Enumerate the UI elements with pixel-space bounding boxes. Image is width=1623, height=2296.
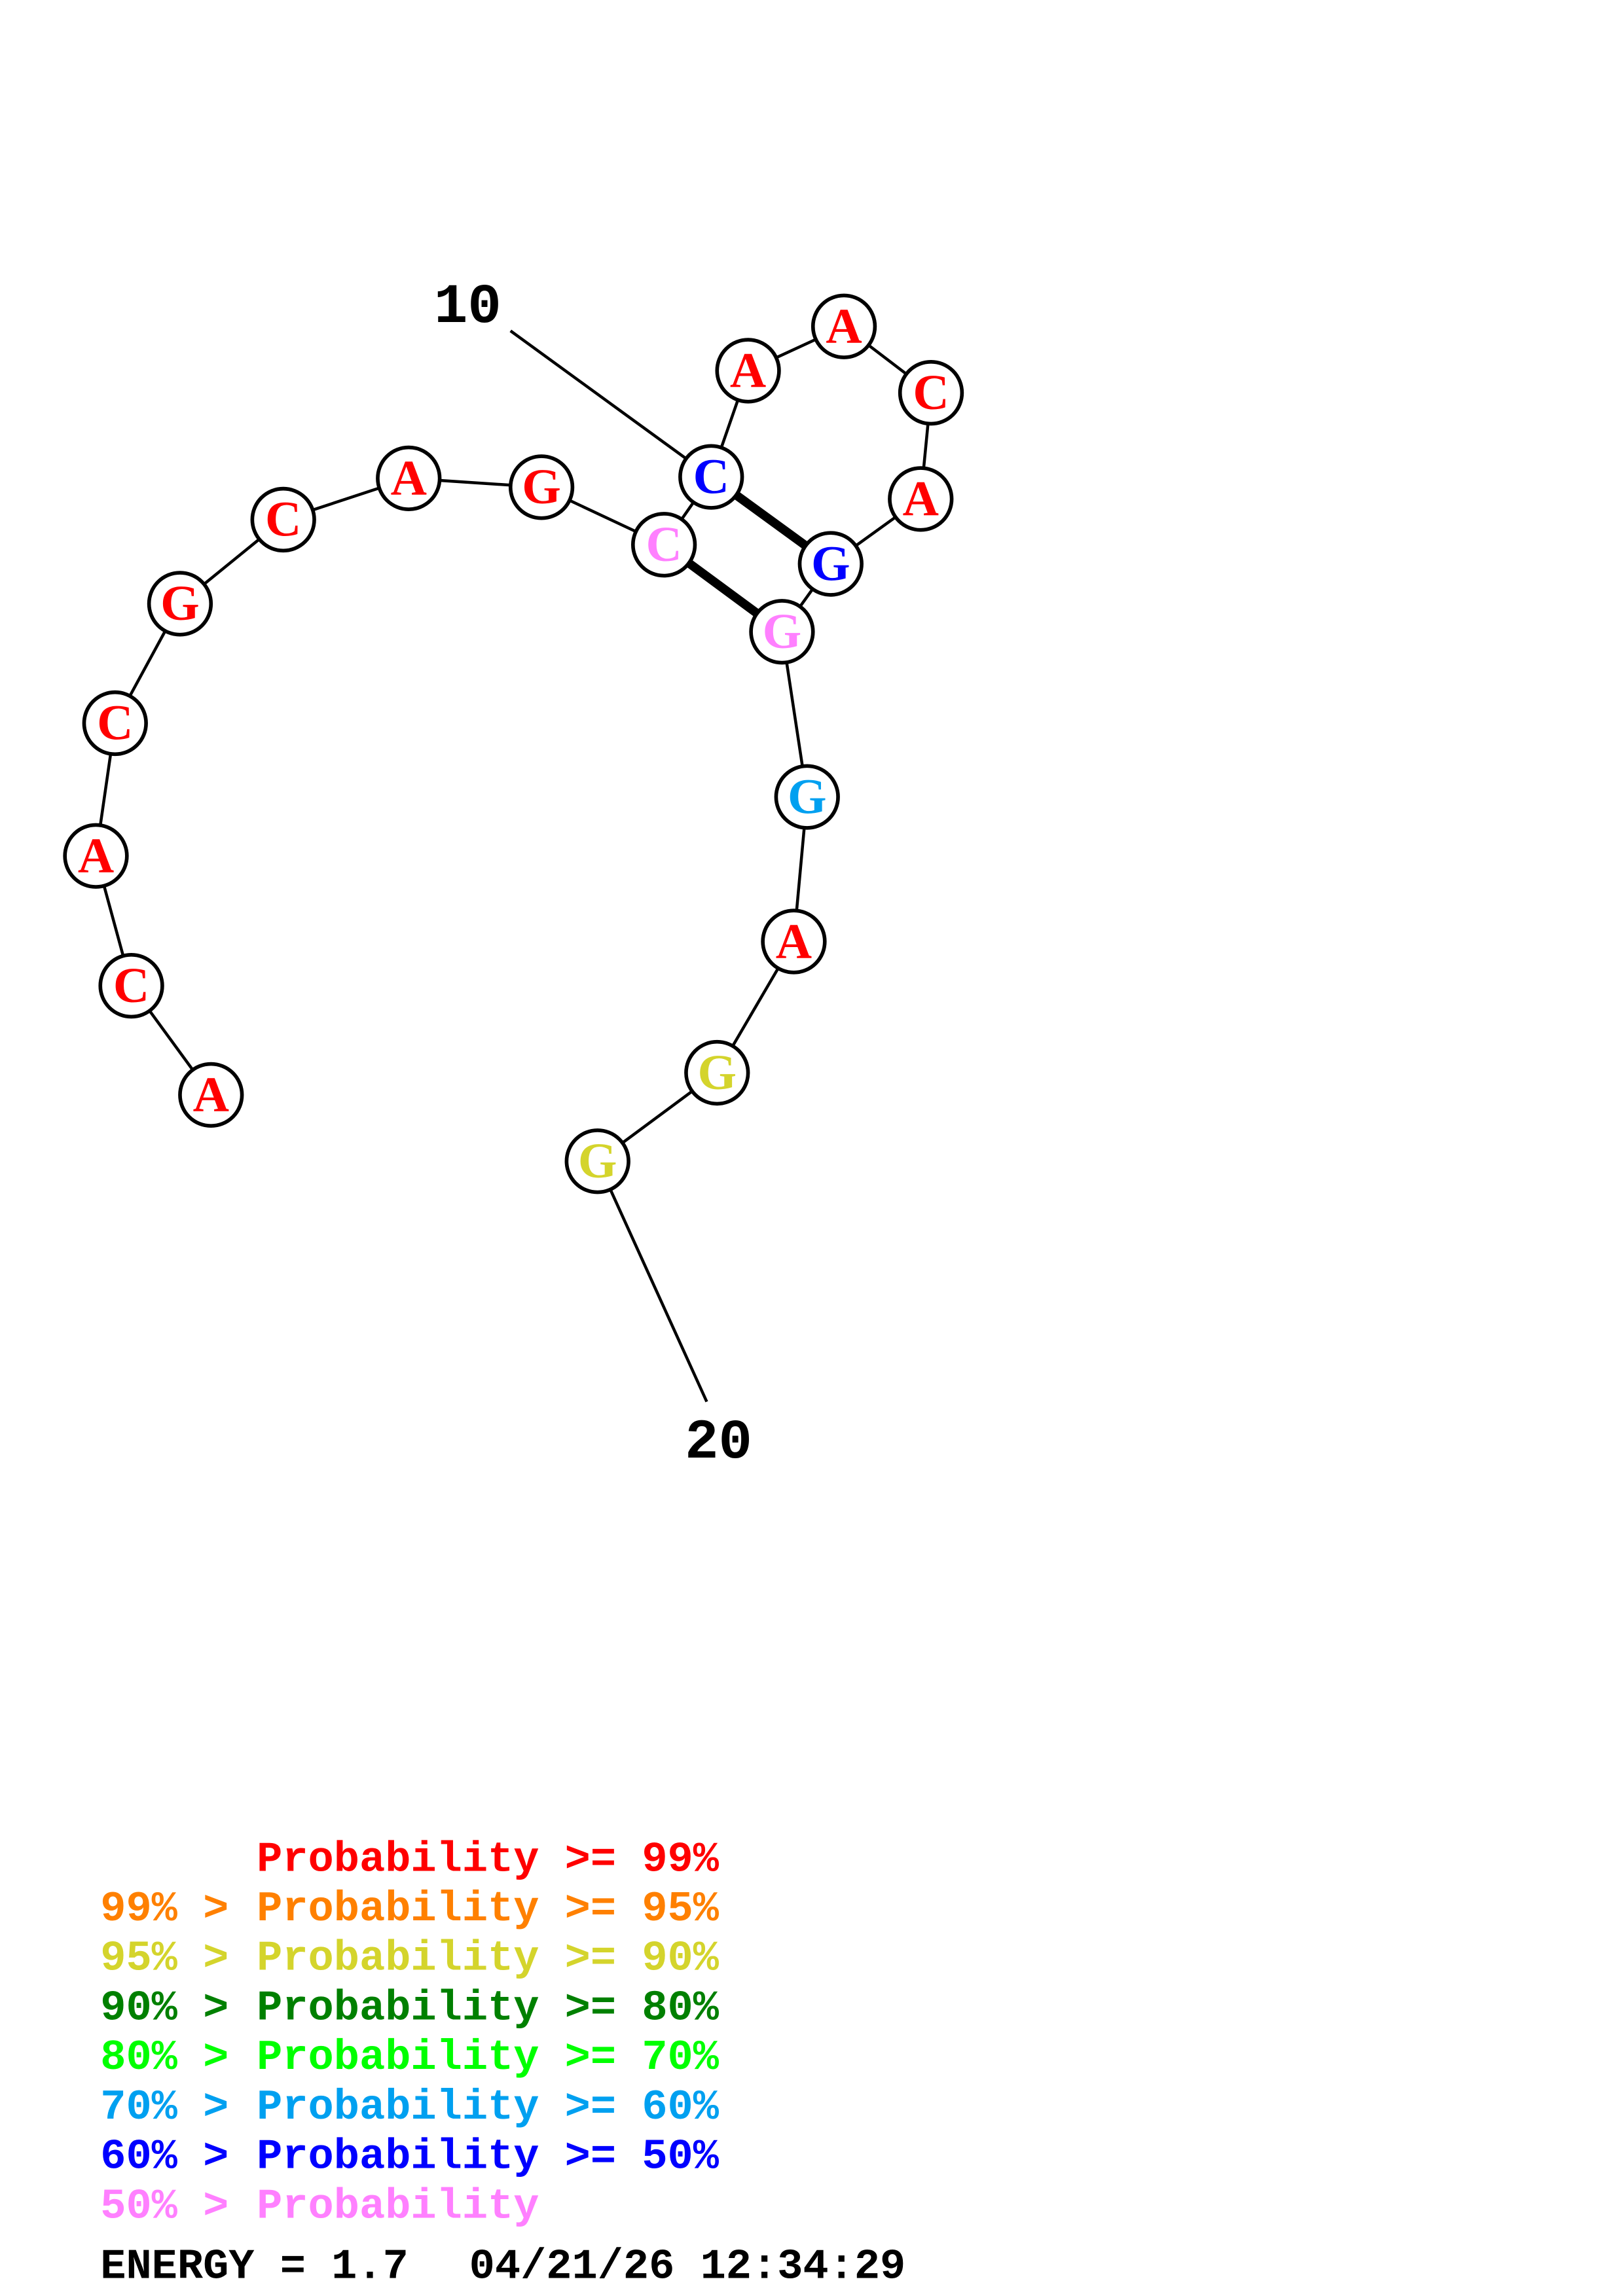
nucleotide-circle [898,359,964,426]
legend-entry: Probability >= 95% [257,1885,720,1933]
legend-entry: Probability >= 50% [257,2133,720,2181]
nucleotide: A [888,466,954,532]
legend-entry: Probability [257,2182,539,2231]
timestamp: 04/21/26 12:34:29 [469,2242,906,2291]
nucleotide: G [564,1128,630,1194]
nucleotide-circle [888,466,954,532]
nucleotide-circle [761,908,827,975]
nucleotide-letter: A [730,342,766,398]
nucleotide-letter: C [646,516,682,572]
nucleotide-letter: A [776,913,812,969]
nucleotide-letter: G [763,603,802,659]
nucleotide-letter: A [193,1067,229,1122]
nucleotide-letter: C [113,958,149,1013]
nucleotide-letter: G [160,575,200,631]
number-labels: 10 20 [434,276,752,1475]
nucleotide-circle [811,293,877,359]
backbone [94,325,933,1163]
nucleotide-circle [508,454,575,520]
nucleotide-letter: G [811,535,850,591]
number-label: 20 [685,1411,752,1475]
nucleotide-letter: A [391,450,427,506]
nucleotide-circle [797,531,864,597]
probability-legend: Probability >= 99% 99% > Probability >= 95… [100,1835,720,2231]
nucleotide-letter: A [903,471,939,526]
legend-prefix: 60% > [100,2133,228,2181]
nucleotide-circle [715,338,781,404]
nucleotide: C [98,952,164,1019]
nucleotide-circle [250,486,316,553]
legend-entry: Probability >= 90% [257,1935,720,1983]
energy-label: ENERGY = 1.7 [100,2242,409,2291]
nucleotide-circle [684,1039,750,1106]
nucleotide-letter: G [697,1045,737,1100]
number-label: 10 [434,276,501,339]
nucleotide-letter: G [522,459,561,514]
nucleotide: G [508,454,575,520]
nucleotide: G [147,571,213,637]
nucleotide: C [630,512,697,578]
legend-entry: Probability >= 60% [257,2083,720,2132]
legend-entry: Probability >= 99% [257,1835,720,1884]
nucleotide-circle [630,512,697,578]
nucleotide-circle [564,1128,630,1194]
nucleotide-circle [678,444,744,510]
nucleotide: C [898,359,964,426]
nucleotide: A [811,293,877,359]
nucleotide-letter: C [265,492,301,547]
nucleotide-letter: C [693,448,729,504]
nucleotide-circle [63,823,129,889]
legend-prefix: 95% > [100,1935,228,1983]
legend-prefix: 70% > [100,2083,228,2132]
nucleotide: C [678,444,744,510]
nucleotide-circle [376,445,442,511]
number-label-line [509,329,712,478]
legend-entry: Probability >= 80% [257,1984,720,2032]
nucleotide-circle [774,764,840,830]
nucleotide-circle [82,690,148,757]
nucleotide: A [178,1062,244,1128]
legend-prefix: 50% > [100,2182,228,2231]
nucleotide-letter: G [788,768,827,824]
legend-prefix: 80% > [100,2034,228,2082]
nucleotide: G [684,1039,750,1106]
nucleotide-letter: G [578,1133,617,1189]
nucleotide: A [376,445,442,511]
nucleotide-letter: A [826,298,862,354]
nucleotide-circle [749,599,815,665]
nucleotide-letter: C [97,695,133,751]
nucleotide: A [63,823,129,889]
nucleotide: G [774,764,840,830]
nucleotide: G [797,531,864,597]
number-label-line [596,1160,708,1403]
nucleotide: G [749,599,815,665]
legend-prefix: 90% > [100,1984,228,2032]
legend-entry: Probability >= 70% [257,2034,720,2082]
nucleotide: A [761,908,827,975]
nucleotide: C [82,690,148,757]
nucleotide-circle [178,1062,244,1128]
nucleotide: A [715,338,781,404]
nucleotide: C [250,486,316,553]
nucleotide-letter: A [78,828,114,884]
nucleotide-circle [147,571,213,637]
nucleotide-letter: C [913,365,949,420]
legend-prefix: 99% > [100,1885,228,1933]
nucleotide-circle [98,952,164,1019]
